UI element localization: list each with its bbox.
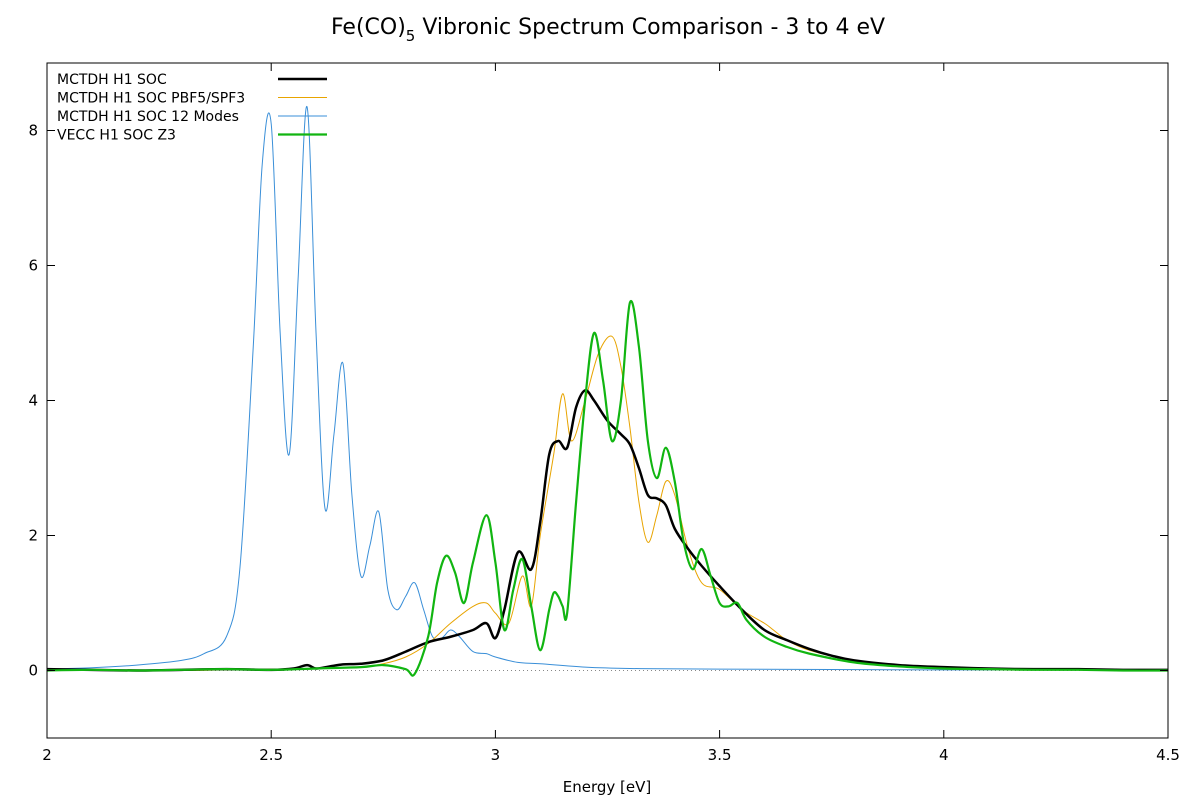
series-line-3 bbox=[47, 299, 1168, 677]
series-line-1 bbox=[47, 335, 1168, 671]
x-tick-label: 3 bbox=[491, 746, 501, 764]
plot-area bbox=[47, 106, 1168, 677]
chart-title: Fe(CO)5 Vibronic Spectrum Comparison - 3… bbox=[331, 15, 885, 45]
y-tick-label: 8 bbox=[28, 122, 38, 140]
x-tick-label: 4.5 bbox=[1156, 746, 1180, 764]
y-tick-label: 2 bbox=[28, 527, 38, 545]
x-tick-label: 4 bbox=[939, 746, 949, 764]
legend-label: MCTDH H1 SOC bbox=[57, 72, 167, 88]
x-tick-label: 2 bbox=[42, 746, 52, 764]
y-tick-label: 4 bbox=[28, 392, 38, 410]
x-tick-label: 2.5 bbox=[259, 746, 283, 764]
title-main: Fe(CO) bbox=[331, 15, 406, 40]
series-line-2 bbox=[47, 106, 1168, 671]
x-axis-label: Energy [eV] bbox=[563, 778, 651, 796]
legend: MCTDH H1 SOC MCTDH H1 SOC PBF5/SPF3 MCTDH … bbox=[57, 72, 327, 144]
y-tick-label: 0 bbox=[28, 662, 38, 680]
title-rest: Vibronic Spectrum Comparison - 3 to 4 eV bbox=[415, 15, 885, 40]
title-subscript: 5 bbox=[406, 27, 416, 45]
axes: 2 2.5 3 3.5 4 4.5 0 2 4 6 8 bbox=[28, 62, 1180, 764]
legend-label: VECC H1 SOC Z3 bbox=[57, 128, 176, 144]
legend-label: MCTDH H1 SOC PBF5/SPF3 bbox=[57, 91, 245, 107]
x-tick-label: 3.5 bbox=[708, 746, 732, 764]
y-tick-label: 6 bbox=[28, 257, 38, 275]
legend-label: MCTDH H1 SOC 12 Modes bbox=[57, 109, 239, 125]
